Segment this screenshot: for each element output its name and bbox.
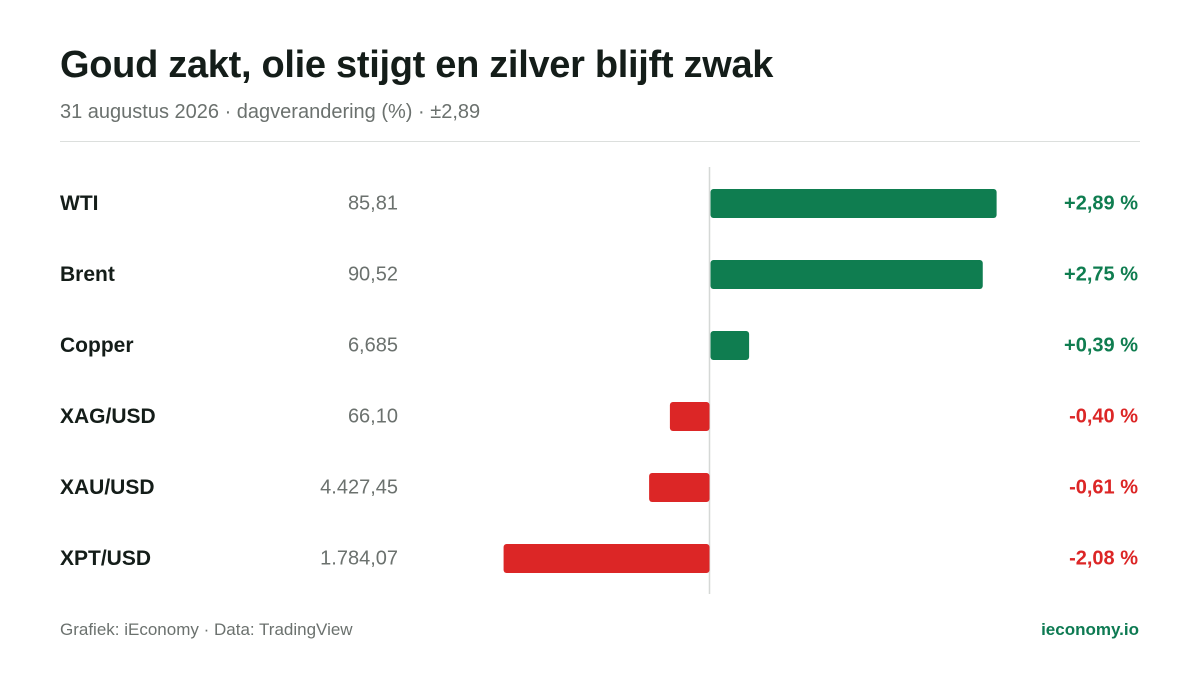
row-name-label: WTI <box>60 192 98 215</box>
change-bar <box>503 544 710 573</box>
chart-subtitle: 31 augustus 2026 · dagverandering (%) · … <box>60 101 481 123</box>
row-price-label: 85,81 <box>348 193 398 215</box>
change-value-label: -0,40 % <box>1069 406 1138 428</box>
change-bar <box>649 473 710 502</box>
change-bar <box>710 331 750 360</box>
row-name-label: XPT/USD <box>60 547 151 570</box>
row-name-label: XAG/USD <box>60 405 156 428</box>
change-bar <box>710 189 997 218</box>
chart-title: Goud zakt, olie stijgt en zilver blijft … <box>60 44 774 86</box>
row-price-label: 90,52 <box>348 264 398 286</box>
source-credit: Grafiek: iEconomy · Data: TradingView <box>60 620 353 639</box>
row-price-label: 1.784,07 <box>320 548 398 570</box>
header-divider <box>60 141 1140 142</box>
change-value-label: +2,89 % <box>1064 193 1138 215</box>
change-value-label: -0,61 % <box>1069 477 1138 499</box>
change-value-label: -2,08 % <box>1069 548 1138 570</box>
row-price-label: 4.427,45 <box>320 477 398 499</box>
row-price-label: 6,685 <box>348 335 398 357</box>
site-link[interactable]: ieconomy.io <box>1041 620 1139 639</box>
row-name-label: Copper <box>60 334 134 357</box>
row-name-label: Brent <box>60 263 115 286</box>
row-price-label: 66,10 <box>348 406 398 428</box>
change-value-label: +0,39 % <box>1064 335 1138 357</box>
row-name-label: XAU/USD <box>60 476 155 499</box>
change-bar <box>669 402 710 431</box>
change-bar <box>710 260 983 289</box>
change-value-label: +2,75 % <box>1064 264 1138 286</box>
